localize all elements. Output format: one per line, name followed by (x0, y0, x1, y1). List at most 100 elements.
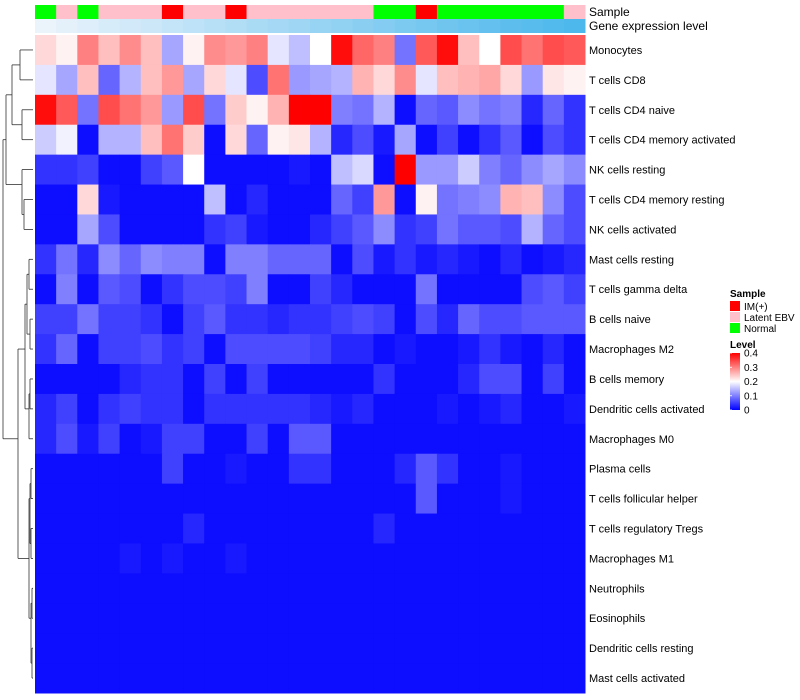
heatmap-cell (415, 214, 438, 245)
heatmap-cell (500, 364, 523, 395)
heatmap-cell (204, 663, 226, 694)
heatmap-cell (204, 543, 226, 574)
heatmap-cell (331, 423, 353, 455)
heatmap-cell (373, 124, 396, 156)
heatmap-cell (415, 94, 438, 126)
heatmap-cell (161, 364, 184, 395)
heatmap-cell (373, 154, 396, 186)
heatmap-cell (415, 154, 438, 186)
heatmap-cell (183, 124, 205, 156)
heatmap-cell (394, 35, 417, 66)
gene-expression-annotation-cell (98, 19, 121, 33)
heatmap-cell (542, 94, 565, 126)
heatmap-cell (225, 35, 248, 66)
gene-expression-annotation-cell (479, 19, 501, 33)
heatmap-cell (246, 543, 269, 574)
heatmap-cell (183, 423, 205, 455)
heatmap-cell (183, 304, 205, 335)
heatmap-cell (288, 64, 311, 96)
heatmap-cell (436, 154, 459, 186)
heatmap-cell (246, 663, 269, 694)
row-label: Dendritic cells activated (589, 404, 705, 416)
heatmap-cell (352, 35, 374, 66)
heatmap-cell (267, 483, 290, 515)
heatmap-cell (56, 64, 78, 96)
sample-annotation-cell (77, 5, 99, 19)
heatmap-cell (267, 94, 290, 126)
heatmap-cell (415, 483, 438, 515)
legend-sample-title: Sample (730, 289, 766, 300)
heatmap-cell (204, 513, 226, 544)
heatmap-cell (246, 453, 269, 485)
heatmap-cell (458, 393, 480, 425)
heatmap-cell (161, 64, 184, 96)
gene-expression-annotation-cell (436, 19, 459, 33)
heatmap-cell (521, 543, 544, 574)
heatmap-cell (542, 633, 565, 664)
heatmap-cell (563, 453, 586, 485)
heatmap-cell (521, 124, 544, 156)
heatmap-cell (563, 483, 586, 515)
heatmap-cell (204, 603, 226, 634)
heatmap-cell (394, 423, 417, 455)
heatmap-cell (204, 184, 226, 215)
annotation-row-label: Sample (589, 5, 630, 19)
sample-annotation-cell (458, 5, 480, 19)
heatmap-cell (98, 423, 121, 455)
heatmap-cell (331, 94, 353, 126)
heatmap-cell (288, 184, 311, 215)
heatmap-cell (563, 94, 586, 126)
heatmap-cell (563, 184, 586, 215)
heatmap-cell (35, 35, 57, 66)
heatmap-cell (415, 304, 438, 335)
heatmap-cell (77, 274, 99, 305)
row-label: T cells CD4 naive (589, 105, 675, 117)
sample-annotation-cell (500, 5, 523, 19)
heatmap-cell (373, 633, 396, 664)
row-label: Plasma cells (589, 464, 651, 476)
heatmap-cell (310, 423, 332, 455)
heatmap-cell (563, 393, 586, 425)
heatmap-cell (56, 274, 78, 305)
heatmap-cell (521, 64, 544, 96)
row-label: T cells CD4 memory resting (589, 195, 725, 207)
heatmap-cell (267, 35, 290, 66)
heatmap-cell (331, 244, 353, 275)
heatmap-cell (56, 393, 78, 425)
heatmap-cell (140, 663, 163, 694)
heatmap-cell (140, 573, 163, 604)
heatmap-cell (35, 423, 57, 455)
heatmap-cell (542, 304, 565, 335)
heatmap-cell (225, 603, 248, 634)
heatmap-cell (161, 214, 184, 245)
heatmap-cell (246, 334, 269, 365)
heatmap-cell (563, 364, 586, 395)
heatmap-cell (542, 573, 565, 604)
heatmap-cell (436, 483, 459, 515)
heatmap-cell (56, 184, 78, 215)
gene-expression-annotation-cell (161, 19, 184, 33)
heatmap-cell (352, 393, 374, 425)
heatmap-cell (500, 603, 523, 634)
heatmap-cell (542, 543, 565, 574)
legend-sample-label: Normal (744, 324, 776, 335)
row-label: NK cells resting (589, 165, 665, 177)
heatmap-cell (479, 364, 501, 395)
heatmap-cell (542, 364, 565, 395)
heatmap-cell (563, 513, 586, 544)
heatmap-cell (352, 603, 374, 634)
heatmap-cell (288, 274, 311, 305)
heatmap-cell (415, 244, 438, 275)
heatmap-cell (521, 573, 544, 604)
heatmap-cell (246, 64, 269, 96)
heatmap-cell (140, 304, 163, 335)
heatmap-cell (204, 154, 226, 186)
heatmap-cell (415, 543, 438, 574)
heatmap-cell (331, 663, 353, 694)
heatmap-cell (542, 64, 565, 96)
heatmap-cells (35, 35, 586, 694)
heatmap-cell (119, 214, 142, 245)
heatmap-cell (204, 573, 226, 604)
gene-expression-annotation-cell (521, 19, 544, 33)
heatmap-cell (436, 423, 459, 455)
